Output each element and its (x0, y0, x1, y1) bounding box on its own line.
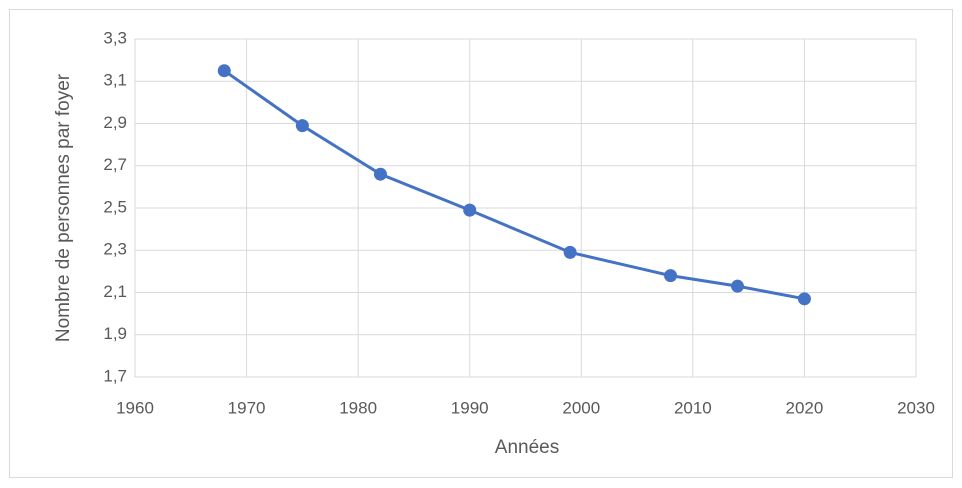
data-point (217, 64, 231, 78)
x-tick-label: 1990 (451, 398, 489, 417)
y-axis-label: Nombre de personnes par foyer (53, 73, 74, 342)
data-point (373, 167, 387, 181)
x-tick-label: 1970 (228, 398, 266, 417)
data-point (563, 245, 577, 259)
x-tick-label: 2020 (786, 398, 824, 417)
x-axis-label: Années (495, 437, 559, 458)
chart-border (9, 9, 953, 478)
x-tick-label: 2010 (674, 398, 712, 417)
data-line (223, 69, 805, 301)
y-tick-label: 1,7 (103, 366, 127, 385)
y-tick-label: 1,9 (103, 324, 127, 343)
data-point (295, 119, 309, 133)
data-point (463, 203, 477, 217)
x-tick-label: 2030 (897, 398, 935, 417)
y-tick-label: 2,3 (103, 240, 127, 259)
x-tick-label: 1960 (116, 398, 154, 417)
y-tick-label: 3,1 (103, 71, 127, 90)
x-tick-label: 1980 (339, 398, 377, 417)
x-tick-label: 2000 (562, 398, 600, 417)
data-point (730, 279, 744, 293)
data-point (664, 269, 678, 283)
y-tick-label: 2,5 (103, 197, 127, 216)
y-tick-label: 2,9 (103, 113, 127, 132)
y-tick-label: 2,7 (103, 155, 127, 174)
data-point (797, 292, 811, 306)
y-tick-label: 2,1 (103, 282, 127, 301)
y-tick-label: 3,3 (103, 28, 127, 47)
